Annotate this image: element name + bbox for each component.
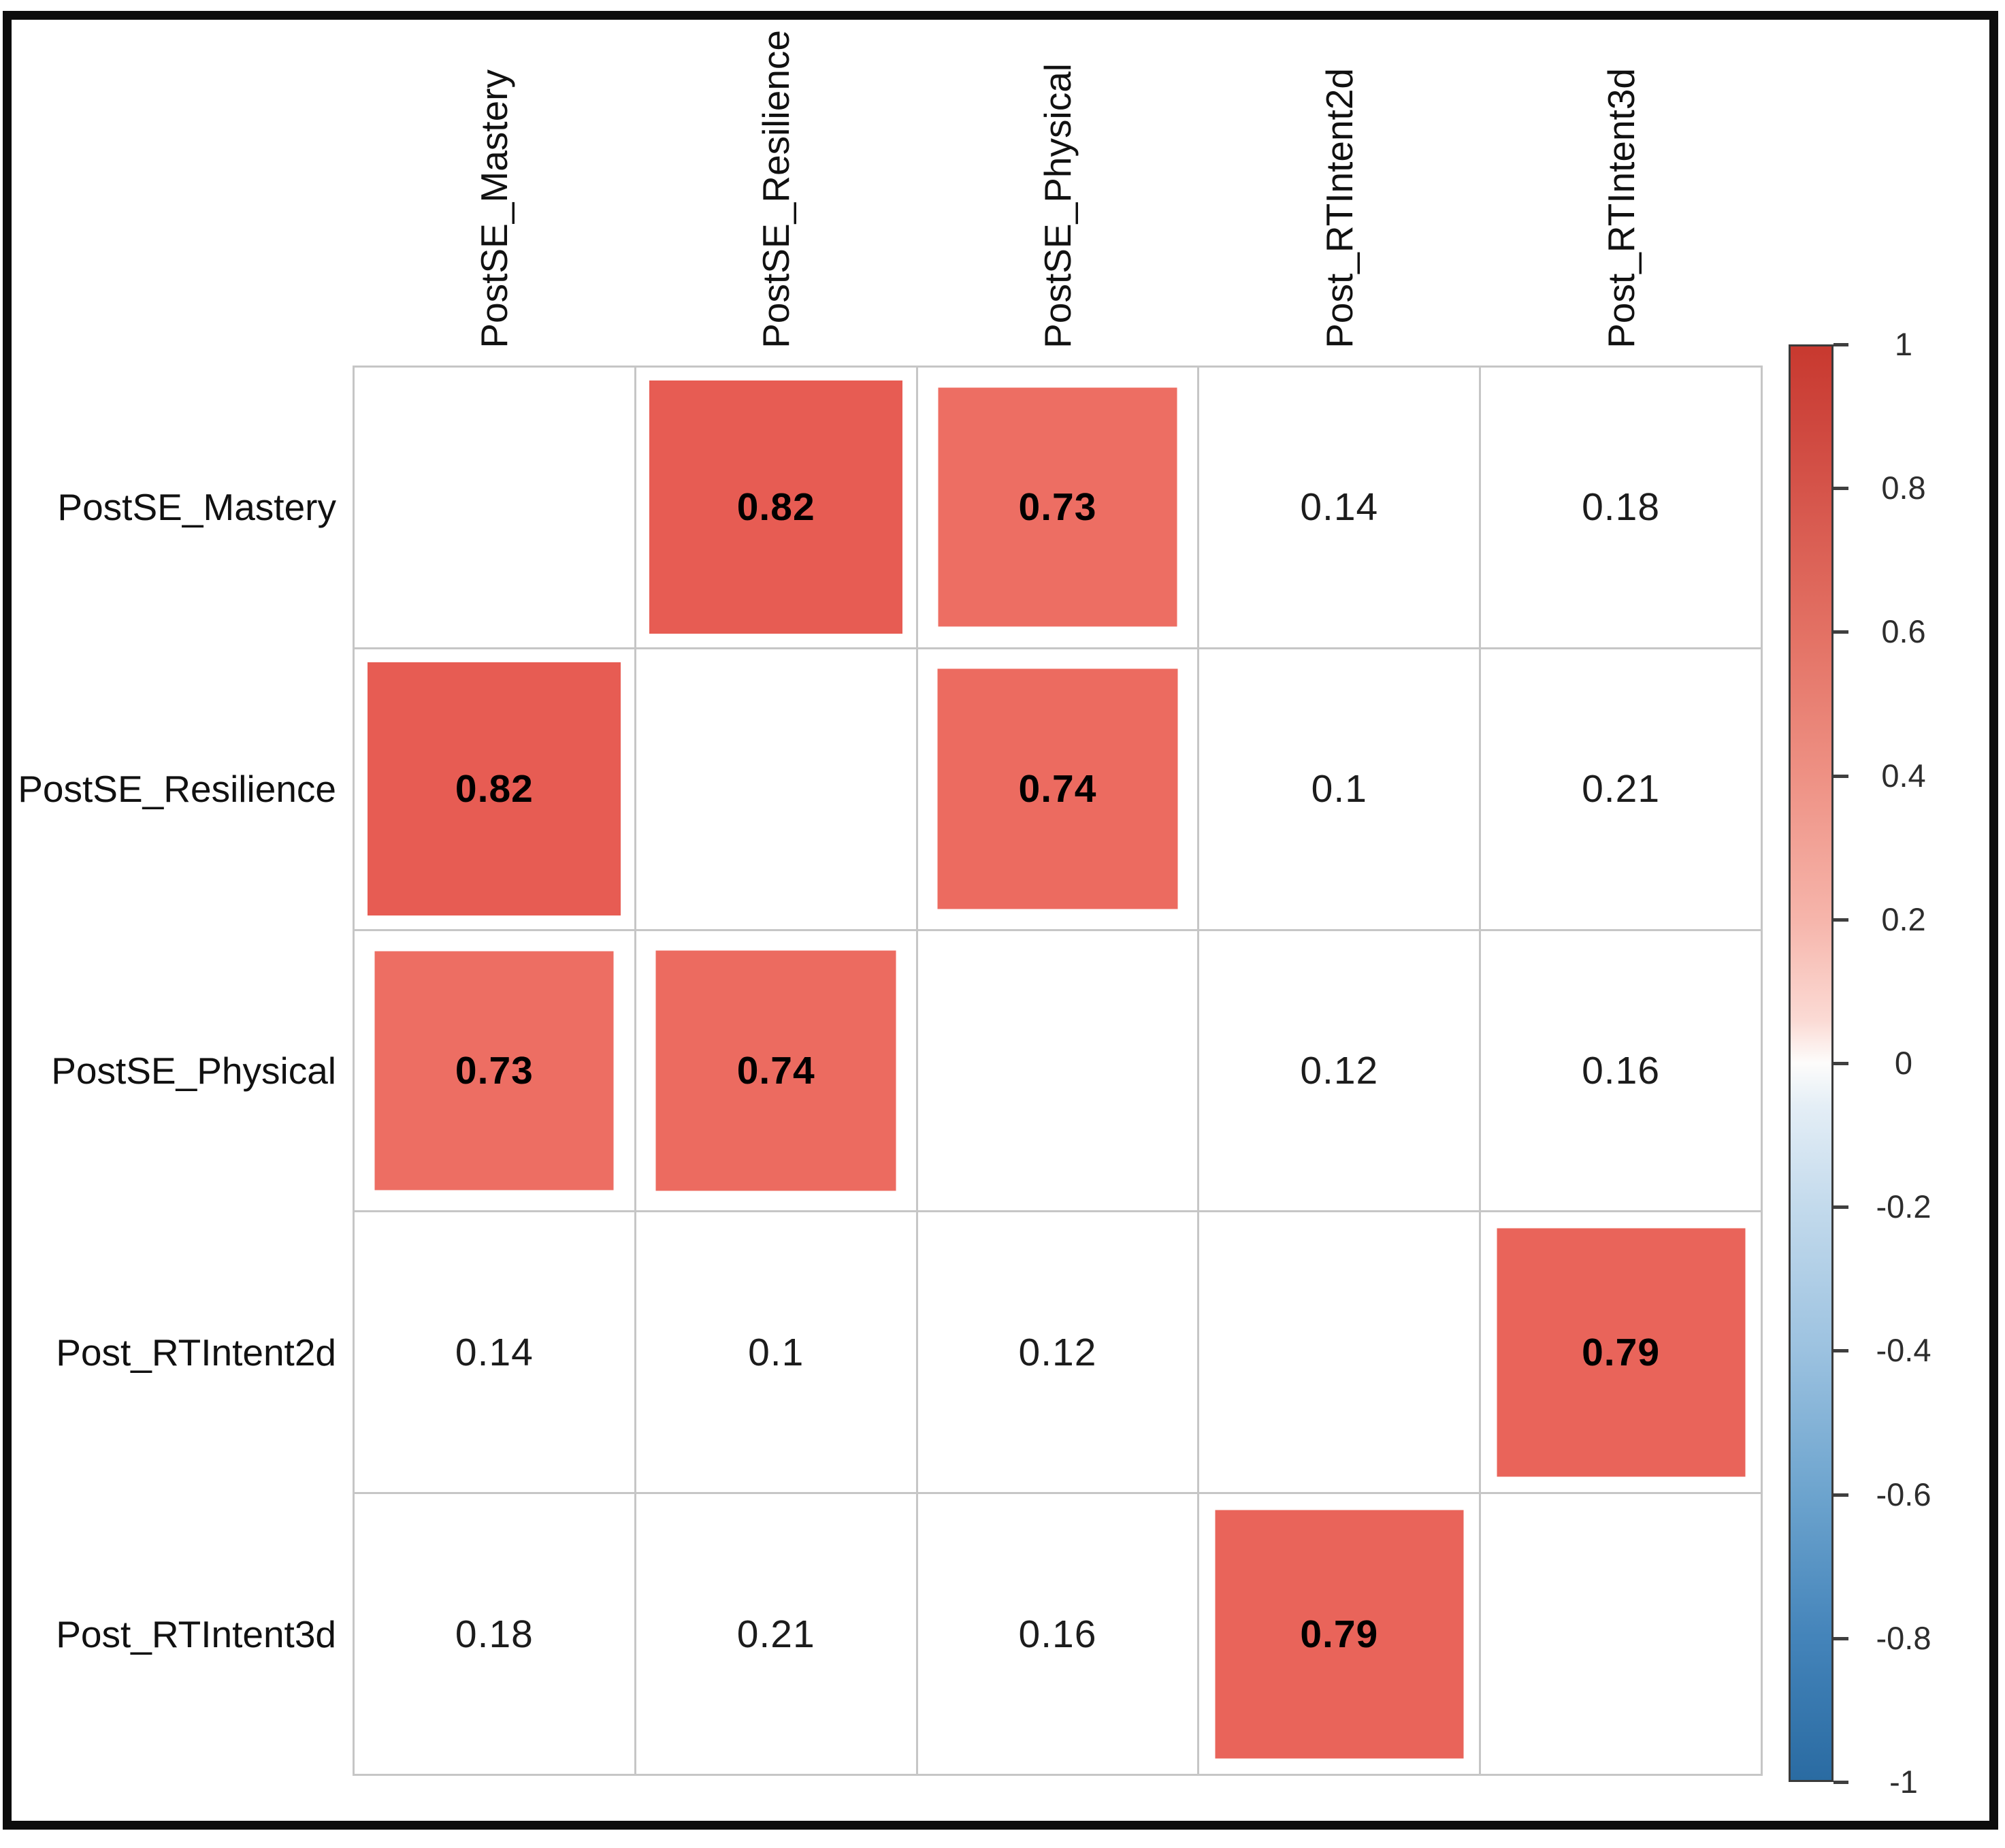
- cell-value: 0.79: [1300, 1612, 1379, 1656]
- correlation-square: [368, 662, 621, 916]
- colorbar-tick: [1833, 1349, 1848, 1352]
- cell-value: 0.16: [1018, 1612, 1097, 1656]
- colorbar-tick: [1833, 918, 1848, 922]
- matrix-cell: [636, 649, 916, 929]
- row-label: PostSE_Resilience: [18, 768, 336, 810]
- cell-value: 0.14: [455, 1330, 534, 1374]
- colorbar-tick: [1833, 775, 1848, 778]
- correlation-matrix: 0.82 0.73 0.14 0.18 0.82 0.74 0.1 0.21 0.73 0.74 0…: [353, 366, 1763, 1776]
- correlation-square: [1497, 1228, 1746, 1477]
- matrix-cell: 0.74: [636, 930, 916, 1211]
- colorbar-tick-label: 1: [1894, 326, 1913, 362]
- cell-value: 0.74: [1018, 767, 1097, 811]
- cell-value: 0.21: [736, 1612, 815, 1656]
- cell-value: 0.82: [455, 767, 534, 811]
- colorbar-tick: [1833, 1062, 1848, 1065]
- matrix-cell: 0.73: [917, 368, 1198, 647]
- correlation-square: [374, 951, 614, 1190]
- correlation-square: [1215, 1510, 1464, 1759]
- column-label-text: PostSE_Mastery: [473, 69, 515, 348]
- column-label: PostSE_Mastery: [463, 30, 525, 348]
- cell-value: 0.21: [1582, 767, 1661, 811]
- matrix-cell: [917, 930, 1198, 1211]
- matrix-cell: 0.79: [1481, 1212, 1761, 1493]
- column-label-text: PostSE_Physical: [1037, 63, 1079, 348]
- colorbar-tick-label: -1: [1889, 1764, 1918, 1800]
- colorbar-tick: [1833, 1781, 1848, 1784]
- cell-value: 0.1: [748, 1330, 804, 1374]
- matrix-cell: 0.16: [1481, 930, 1761, 1211]
- column-label-text: Post_RTIntent2d: [1318, 68, 1360, 348]
- colorbar-tick-label: -0.2: [1876, 1188, 1931, 1225]
- matrix-cell: 0.18: [355, 1494, 634, 1774]
- matrix-cell: 0.16: [917, 1494, 1198, 1774]
- cell-value: 0.74: [736, 1048, 815, 1092]
- matrix-cell: [1199, 1212, 1480, 1493]
- row-label: PostSE_Physical: [51, 1050, 336, 1092]
- colorbar-tick-label: 0.4: [1881, 758, 1926, 794]
- column-label-text: Post_RTIntent3d: [1600, 68, 1642, 348]
- matrix-cell: 0.18: [1481, 368, 1761, 647]
- row-label: PostSE_Mastery: [57, 486, 336, 528]
- matrix-cell: 0.21: [1481, 649, 1761, 929]
- matrix-cell: 0.12: [1199, 930, 1480, 1211]
- matrix-cell: 0.1: [636, 1212, 916, 1493]
- matrix-cell: 0.74: [917, 649, 1198, 929]
- colorbar-tick-label: -0.4: [1876, 1332, 1931, 1368]
- matrix-cell: 0.21: [636, 1494, 916, 1774]
- colorbar-tick: [1833, 343, 1848, 346]
- colorbar-tick: [1833, 630, 1848, 634]
- column-label: PostSE_Physical: [1027, 30, 1088, 348]
- column-label: PostSE_Resilience: [745, 30, 806, 348]
- matrix-cell: [355, 368, 634, 647]
- row-label: Post_RTIntent3d: [56, 1613, 336, 1655]
- colorbar-tick-label: 0.8: [1881, 470, 1926, 506]
- cell-value: 0.1: [1311, 767, 1367, 811]
- colorbar-tick: [1833, 1205, 1848, 1209]
- cell-value: 0.18: [455, 1612, 534, 1656]
- correlation-square: [655, 950, 896, 1191]
- cell-value: 0.12: [1018, 1330, 1097, 1374]
- colorbar-tick-label: -0.8: [1876, 1620, 1931, 1656]
- cell-value: 0.18: [1582, 485, 1661, 530]
- row-label: Post_RTIntent2d: [56, 1331, 336, 1374]
- matrix-cell: 0.12: [917, 1212, 1198, 1493]
- cell-value: 0.82: [736, 485, 815, 530]
- colorbar-tick-label: 0.2: [1881, 901, 1926, 937]
- colorbar-tick-label: 0.6: [1881, 613, 1926, 649]
- colorbar-tick: [1833, 1637, 1848, 1640]
- matrix-cell: 0.82: [355, 649, 634, 929]
- cell-value: 0.14: [1300, 485, 1379, 530]
- column-label: Post_RTIntent2d: [1309, 30, 1370, 348]
- colorbar-tick: [1833, 487, 1848, 490]
- cell-value: 0.12: [1300, 1048, 1379, 1092]
- matrix-cell: 0.79: [1199, 1494, 1480, 1774]
- column-label: Post_RTIntent3d: [1591, 30, 1652, 348]
- colorbar-tick: [1833, 1493, 1848, 1497]
- colorbar: [1789, 344, 1833, 1782]
- correlation-square: [649, 380, 903, 634]
- cell-value: 0.79: [1582, 1330, 1661, 1374]
- matrix-cell: 0.14: [355, 1212, 634, 1493]
- matrix-cell: 0.73: [355, 930, 634, 1211]
- cell-value: 0.73: [455, 1048, 534, 1092]
- column-label-text: PostSE_Resilience: [755, 30, 797, 348]
- matrix-cell: [1481, 1494, 1761, 1774]
- correlation-square: [937, 668, 1178, 909]
- cell-value: 0.73: [1018, 485, 1097, 530]
- matrix-cell: 0.14: [1199, 368, 1480, 647]
- colorbar-tick-label: 0: [1894, 1045, 1913, 1081]
- colorbar-tick-label: -0.6: [1876, 1476, 1931, 1512]
- matrix-cell: 0.82: [636, 368, 916, 647]
- correlation-square: [938, 387, 1177, 627]
- matrix-cell: 0.1: [1199, 649, 1480, 929]
- cell-value: 0.16: [1582, 1048, 1661, 1092]
